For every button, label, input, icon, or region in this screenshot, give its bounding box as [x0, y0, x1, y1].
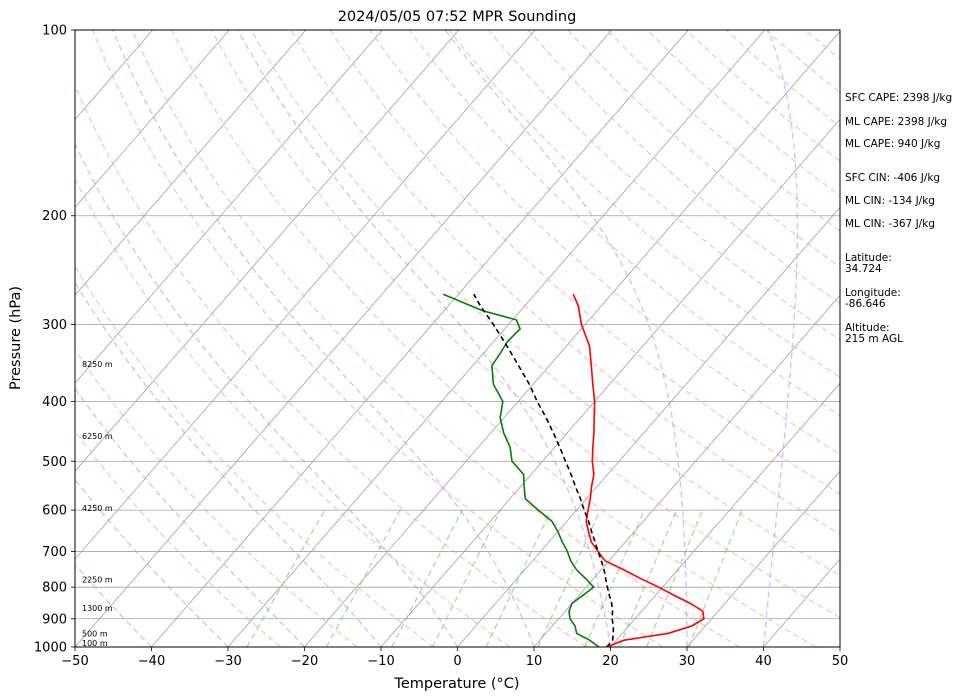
- isotherm-line: [533, 294, 840, 647]
- ml-cin-label: ML CIN: -134 J/kg: [845, 195, 935, 207]
- moist-adiabat-line: [237, 30, 612, 647]
- x-tick-label: −50: [61, 654, 88, 669]
- ml-cin-label-2: ML CIN: -367 J/kg: [845, 218, 935, 230]
- sfc-cin-label: SFC CIN: -406 J/kg: [845, 172, 941, 184]
- isotherm-line: [227, 30, 766, 647]
- y-axis: 100 200 300 400 500 600 700 800 900 1000: [34, 24, 75, 656]
- x-tick-label: 30: [679, 654, 696, 669]
- dry-adiabat-line: [329, 30, 840, 495]
- moist-adiabat-line: [75, 563, 152, 647]
- moist-adiabat-line: [75, 387, 305, 647]
- isotherm-line: [75, 30, 536, 560]
- mixing-ratio-line: [485, 509, 552, 647]
- sfc-cape-label: SFC CAPE: 2398 J/kg: [845, 92, 953, 104]
- x-tick-label: 10: [526, 654, 543, 669]
- mixing-ratio-line: [688, 509, 743, 647]
- y-tick-label: 100: [42, 24, 67, 39]
- x-tick-label: −10: [367, 654, 394, 669]
- x-axis-label: Temperature (°C): [393, 676, 519, 692]
- isotherm-line: [457, 206, 840, 647]
- x-tick-label: 0: [453, 654, 461, 669]
- moist-adiabat-line: [112, 30, 535, 647]
- x-tick-label: 50: [832, 654, 849, 669]
- mixing-ratio-line: [584, 509, 645, 647]
- height-label: 8250 m: [82, 360, 113, 369]
- height-label: 1300 m: [82, 604, 113, 613]
- dry-adiabat-line: [250, 30, 840, 577]
- y-tick-label: 200: [42, 209, 67, 224]
- moist-adiabat-line: [444, 30, 688, 647]
- mixing-ratio-line: [246, 509, 326, 647]
- y-tick-label: 700: [42, 545, 67, 560]
- mixing-ratio-line: [391, 509, 463, 647]
- x-tick-label: −20: [291, 654, 318, 669]
- y-tick-label: 500: [42, 455, 67, 470]
- altitude-label: Altitude: 215 m AGL: [845, 322, 903, 345]
- x-tick-label: 20: [602, 654, 619, 669]
- isotherm-line: [75, 30, 307, 296]
- dry-adiabat-line: [210, 30, 840, 619]
- isotherm-line: [610, 382, 840, 647]
- chart-title: 2024/05/05 07:52 MPR Sounding: [338, 9, 577, 25]
- isotherm-line: [151, 30, 689, 647]
- isotherm-line: [304, 30, 840, 647]
- moist-adiabat-line: [762, 30, 799, 647]
- data-series: [442, 293, 705, 647]
- y-tick-label: 400: [42, 395, 67, 410]
- latitude-label: Latitude: 34.724: [845, 252, 892, 275]
- x-axis: −50 −40 −30 −20 −10 0 10 20 30 40 50: [61, 647, 848, 669]
- moist-adiabat-line: [75, 478, 229, 647]
- isotherm-line: [75, 30, 460, 472]
- height-label: 6250 m: [82, 432, 113, 441]
- x-tick-label: 40: [755, 654, 772, 669]
- isotherm-line: [686, 470, 840, 647]
- dry-adiabat-line: [369, 30, 840, 456]
- dry-adiabat-line: [75, 430, 281, 647]
- mixing-ratio-line: [537, 509, 601, 647]
- parcel-line: [473, 293, 615, 647]
- dewpoint-line: [442, 293, 600, 647]
- x-tick-label: −30: [214, 654, 241, 669]
- height-label: 100 m: [82, 639, 108, 648]
- height-label: 2250 m: [82, 576, 113, 585]
- ml-cape-label: ML CAPE: 2398 J/kg: [845, 116, 948, 128]
- mixing-ratio-line: [645, 509, 704, 647]
- height-label: 500 m: [82, 629, 108, 638]
- height-label: 4250 m: [82, 504, 113, 513]
- mixing-ratio-line: [325, 509, 401, 647]
- x-tick-label: −40: [138, 654, 165, 669]
- isotherm-line: [380, 118, 840, 647]
- dry-adiabat-line: [75, 84, 587, 647]
- mixing-ratio-line: [431, 509, 502, 647]
- dry-adiabat-line: [290, 30, 840, 536]
- y-axis-label: Pressure (hPa): [8, 286, 24, 390]
- longitude-label: Longitude: -86.646: [845, 287, 901, 310]
- moist-adiabat-line: [75, 142, 459, 647]
- dry-adiabat-line: [75, 177, 511, 647]
- isotherm-line: [75, 30, 230, 208]
- plot-frame: [74, 29, 841, 648]
- y-tick-label: 800: [42, 581, 67, 596]
- y-tick-label: 900: [42, 612, 67, 627]
- dry-adiabat-line: [448, 30, 840, 379]
- temperature-line: [572, 293, 705, 647]
- dry-adiabat-line: [75, 265, 434, 647]
- isotherm-line: [75, 30, 383, 384]
- y-tick-label: 1000: [34, 641, 67, 656]
- dry-adiabat-line: [171, 30, 817, 647]
- dry-adiabat-line: [91, 30, 664, 647]
- dry-adiabat-line: [488, 30, 840, 341]
- ml-cape-label-2: ML CAPE: 940 J/kg: [845, 138, 941, 150]
- background-lines: [75, 30, 840, 647]
- y-tick-label: 600: [42, 504, 67, 519]
- y-tick-label: 300: [42, 318, 67, 333]
- dry-adiabat-line: [131, 30, 740, 647]
- dry-adiabat-line: [408, 30, 840, 417]
- mixing-ratio-line: [618, 509, 678, 647]
